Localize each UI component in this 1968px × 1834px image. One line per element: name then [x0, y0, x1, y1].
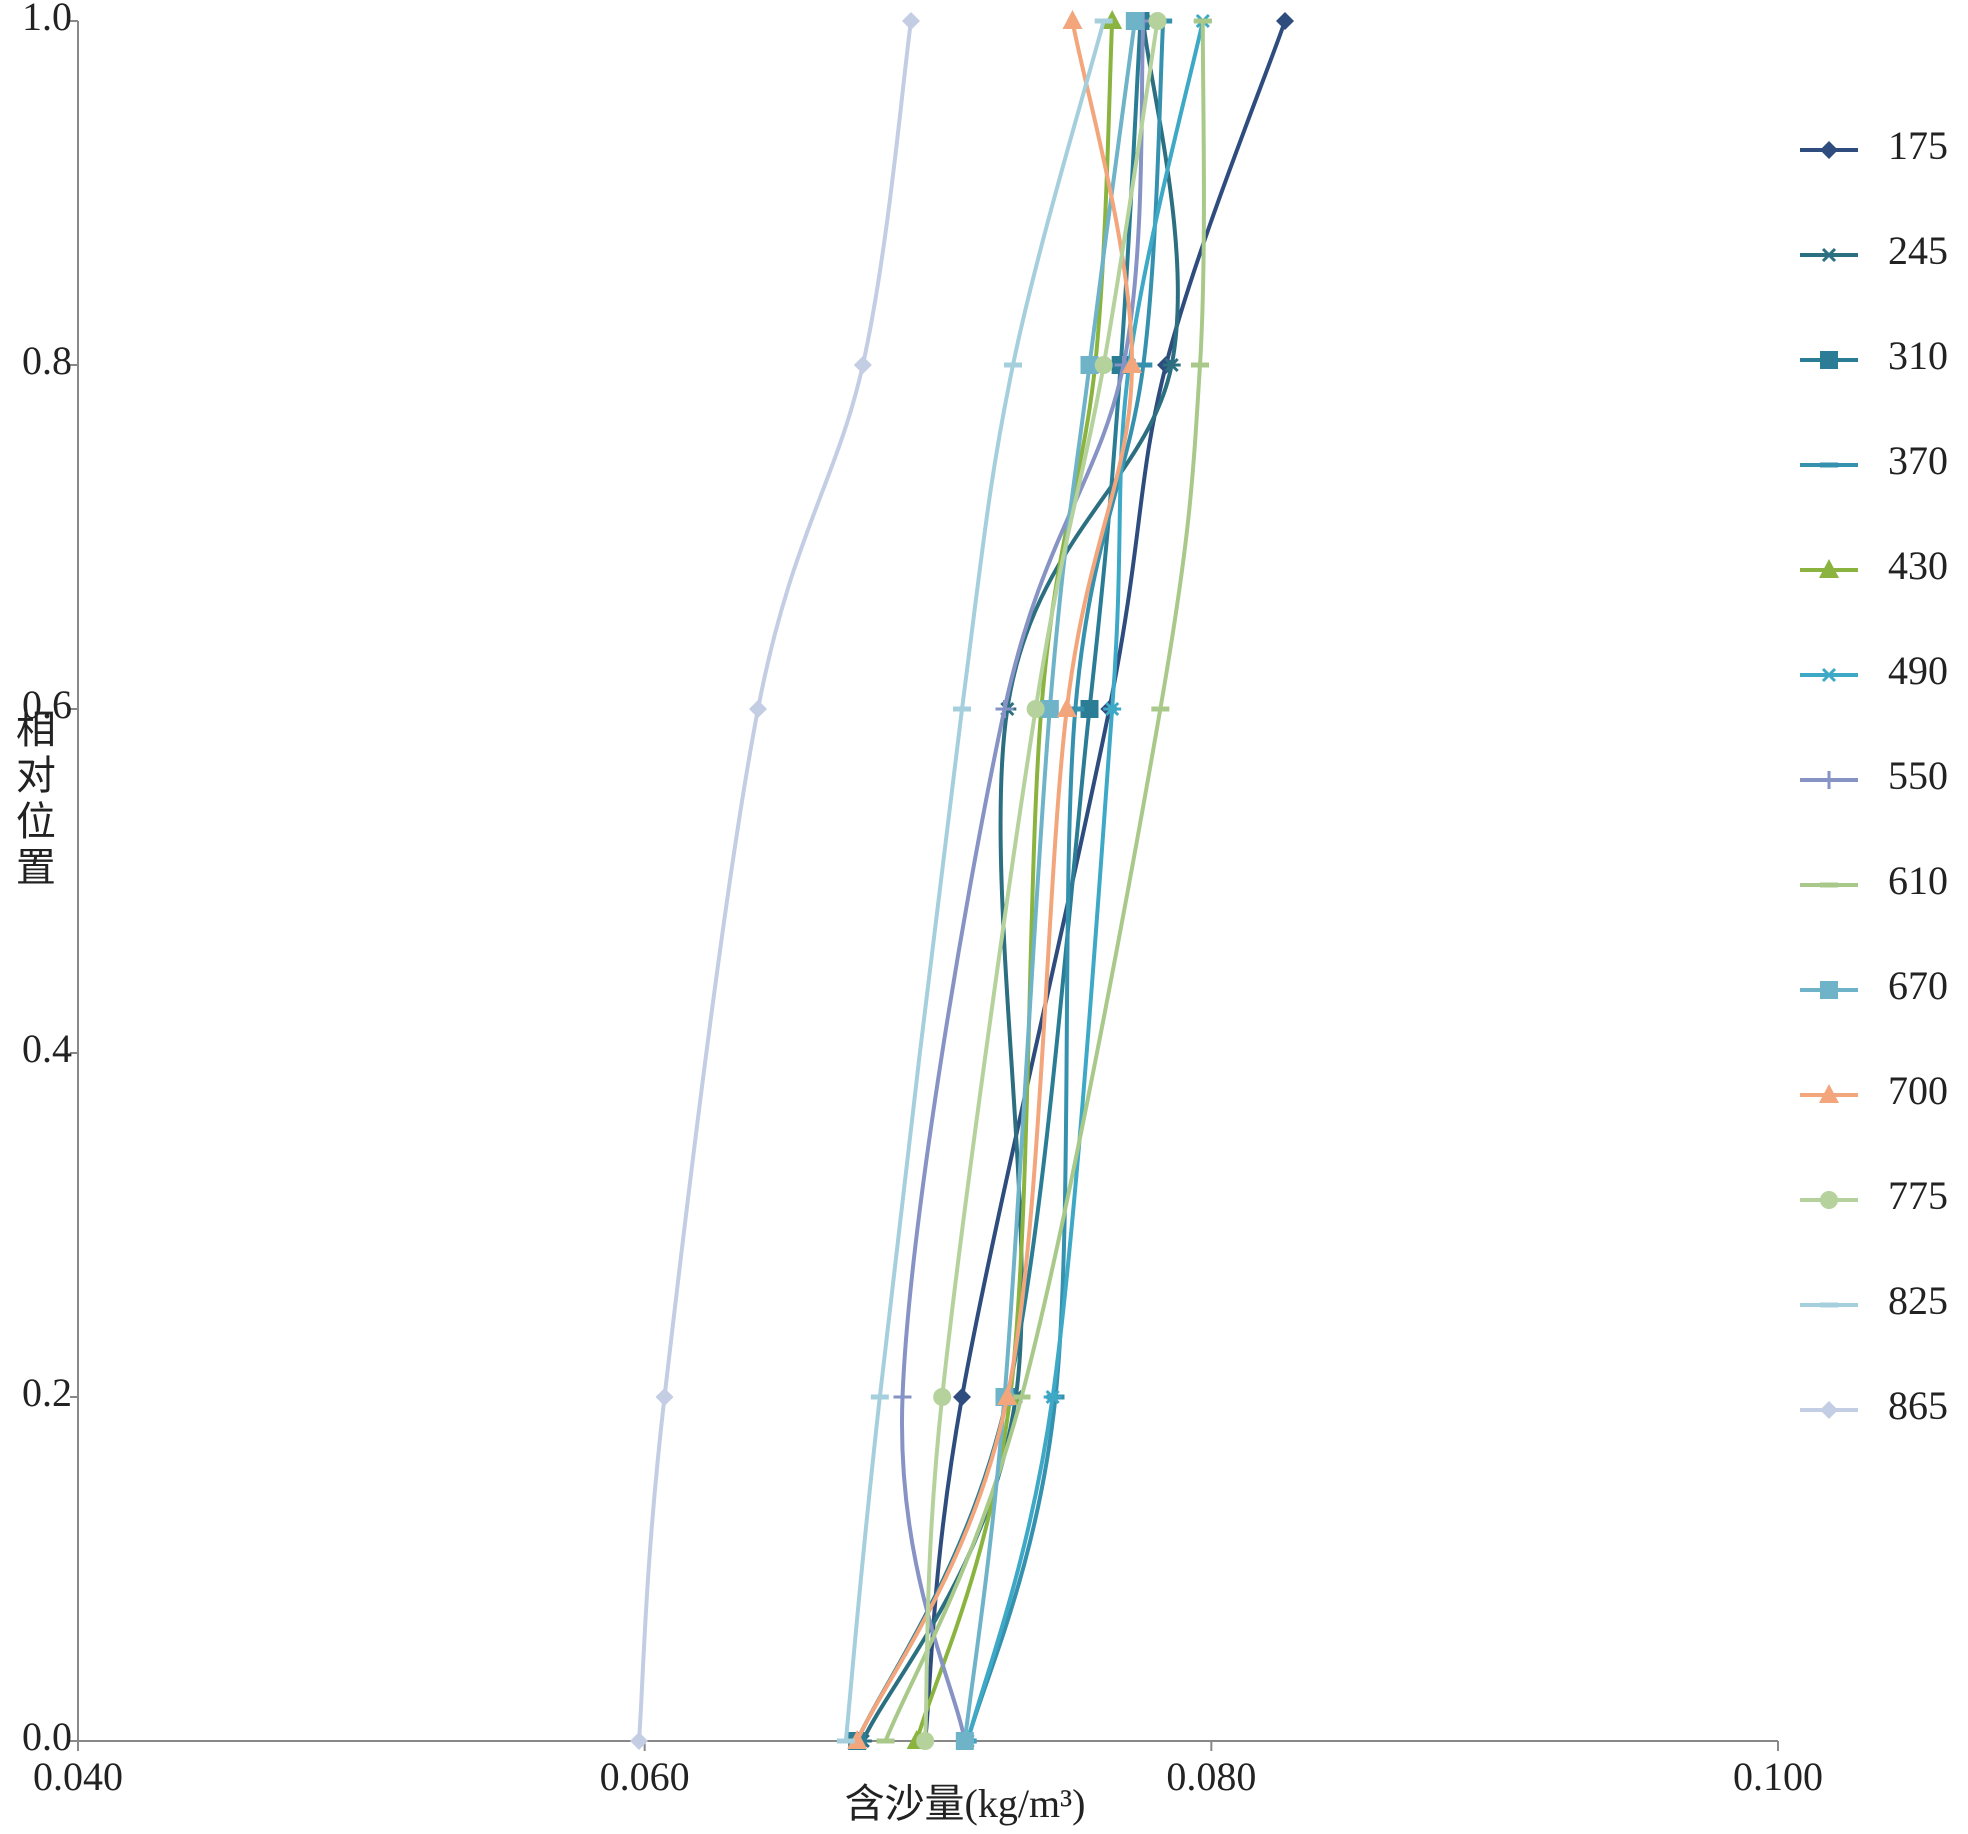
marker: [1276, 12, 1294, 30]
x-axis-label: 含沙量(kg/m³): [845, 1781, 1086, 1826]
series-line: [914, 20, 1115, 1742]
y-axis-label: 相对位置: [10, 708, 55, 892]
y-tick-label: 0.8: [22, 338, 72, 383]
y-tick-label: 1.0: [22, 0, 72, 39]
marker: [1148, 12, 1167, 30]
marker: [1820, 141, 1838, 159]
legend-label: 175: [1888, 123, 1948, 168]
legend-label: 245: [1888, 228, 1948, 273]
marker: [1043, 1389, 1062, 1405]
y-tick-label: 0.0: [22, 1714, 72, 1759]
marker: [1094, 356, 1113, 374]
legend-label: 865: [1888, 1383, 1948, 1428]
legend-label: 490: [1888, 648, 1948, 693]
marker: [847, 1730, 868, 1749]
marker: [893, 1388, 912, 1406]
legend-label: 670: [1888, 963, 1948, 1008]
marker: [1080, 700, 1099, 718]
marker: [1122, 354, 1142, 373]
marker: [1026, 700, 1045, 718]
marker: [1103, 701, 1122, 717]
marker: [916, 1732, 935, 1750]
marker: [1056, 698, 1077, 717]
marker: [1820, 981, 1838, 999]
marker: [995, 700, 1014, 718]
legend-label: 310: [1888, 333, 1948, 378]
marker: [1820, 247, 1838, 263]
marker: [749, 700, 767, 718]
marker: [1820, 351, 1838, 369]
series-line: [965, 20, 1205, 1742]
y-tick-label: 0.6: [22, 682, 72, 727]
legend-label: 610: [1888, 858, 1948, 903]
x-tick-label: 0.060: [600, 1754, 690, 1799]
x-tick-label: 0.100: [1733, 1754, 1823, 1799]
series-line: [843, 20, 1106, 1742]
series-line: [965, 20, 1166, 1742]
y-tick-label: 0.2: [22, 1370, 72, 1415]
marker: [1819, 559, 1839, 578]
marker: [1162, 357, 1181, 373]
legend-label: 370: [1888, 438, 1948, 483]
y-axis-label: 相对位置: [10, 708, 55, 892]
series-line: [855, 20, 1135, 1742]
marker: [1040, 700, 1059, 718]
legend-label: 430: [1888, 543, 1948, 588]
marker: [955, 1732, 974, 1750]
marker: [1820, 1401, 1838, 1419]
marker: [1062, 10, 1083, 29]
legend-label: 825: [1888, 1278, 1948, 1323]
series-line: [637, 20, 913, 1742]
marker: [1080, 356, 1099, 374]
marker: [1820, 771, 1838, 789]
marker: [902, 12, 920, 30]
marker: [1819, 1084, 1839, 1103]
y-tick-label: 0.4: [22, 1026, 72, 1071]
marker: [853, 356, 872, 374]
x-tick-label: 0.040: [33, 1754, 123, 1799]
series-line: [923, 20, 1160, 1742]
legend-label: 700: [1888, 1068, 1948, 1113]
marker: [933, 1388, 952, 1406]
marker: [1820, 1191, 1838, 1209]
marker: [1125, 12, 1144, 30]
marker: [1820, 667, 1838, 683]
legend-label: 550: [1888, 753, 1948, 798]
marker: [997, 1386, 1018, 1405]
x-tick-label: 0.080: [1166, 1754, 1256, 1799]
series-line: [899, 20, 1146, 1742]
marker: [655, 1388, 674, 1406]
marker: [953, 1388, 971, 1406]
legend-label: 775: [1888, 1173, 1948, 1218]
series-line: [962, 20, 1137, 1742]
marker: [630, 1732, 648, 1750]
series-line: [883, 20, 1206, 1742]
series-line: [923, 20, 1287, 1742]
